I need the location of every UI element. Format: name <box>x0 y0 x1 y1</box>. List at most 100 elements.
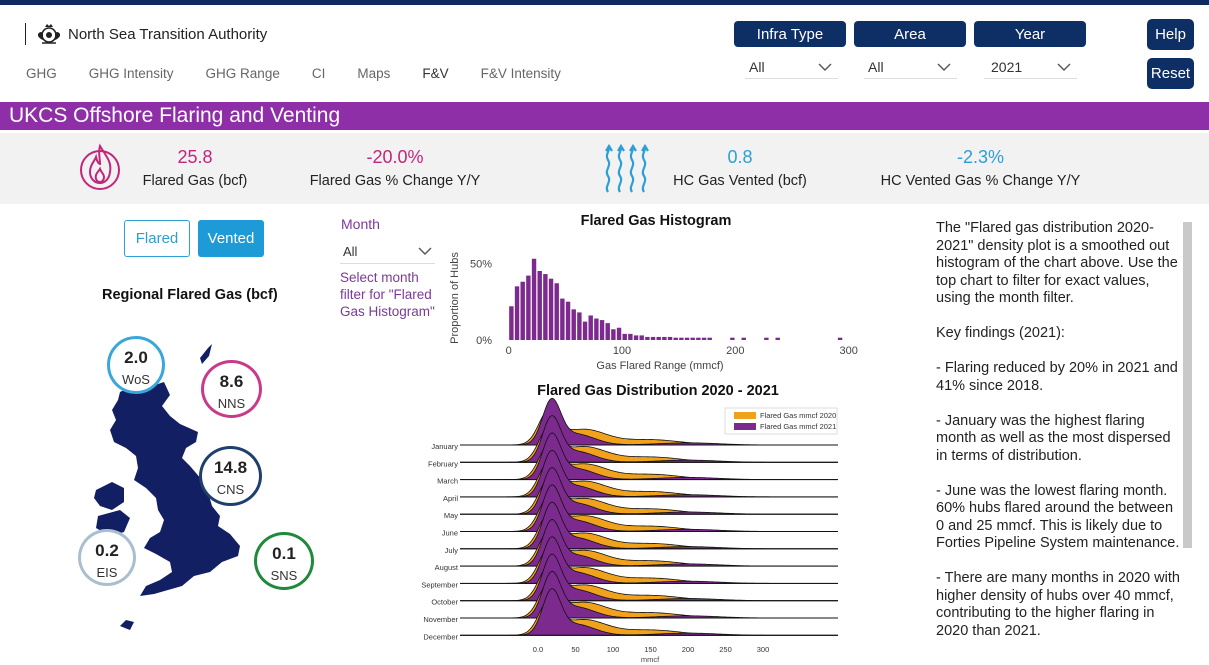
histogram-bar[interactable] <box>662 336 667 340</box>
ridge-x-tick: 200 <box>682 645 695 654</box>
histogram-bar[interactable] <box>775 337 780 340</box>
ridge-month-label: July <box>445 546 459 555</box>
area-filter-label[interactable]: Area <box>854 21 966 47</box>
histogram-bar[interactable] <box>701 337 707 340</box>
ridge-x-tick: 0.0 <box>533 645 543 654</box>
histogram-bar[interactable] <box>679 337 684 340</box>
histogram-bar[interactable] <box>520 281 525 340</box>
histogram-bar[interactable] <box>577 312 582 340</box>
histogram-bar[interactable] <box>605 323 610 340</box>
reset-button[interactable]: Reset <box>1147 58 1194 89</box>
kpi-value: 25.8 <box>177 147 213 167</box>
histogram-bar[interactable] <box>509 306 514 340</box>
histogram-bar[interactable] <box>588 315 593 340</box>
vented-toggle-button[interactable]: Vented <box>198 220 264 257</box>
chevron-down-icon <box>1057 63 1071 71</box>
chevron-down-icon <box>418 247 432 255</box>
histogram-bar[interactable] <box>616 327 622 340</box>
histogram-bar[interactable] <box>656 336 661 340</box>
histogram-bar[interactable] <box>537 271 542 340</box>
histogram-bar[interactable] <box>554 283 559 340</box>
histogram-bar[interactable] <box>543 274 548 340</box>
histogram-axes: 0 100 200 300 0% 50% <box>470 258 858 357</box>
histogram-bar[interactable] <box>730 337 735 340</box>
notes-paragraph: - June was the lowest flaring month. 60%… <box>936 482 1180 552</box>
histogram-bar[interactable] <box>741 337 746 340</box>
notes-paragraph: - There are many months in 2020 with hig… <box>936 570 1180 639</box>
year-filter-label[interactable]: Year <box>974 21 1086 47</box>
ridge-x-tick: 300 <box>757 645 770 654</box>
histogram-bar[interactable] <box>565 301 571 340</box>
histogram-bar[interactable] <box>622 333 627 340</box>
histogram-bar[interactable] <box>639 335 644 340</box>
histogram-bar[interactable] <box>582 321 588 340</box>
brand: North Sea Transition Authority <box>25 22 267 46</box>
kpi-flared-change: -20.0% Flared Gas % Change Y/Y <box>295 147 495 189</box>
infra-type-select[interactable]: All <box>745 55 838 79</box>
ridge-month-label: January <box>431 442 458 451</box>
notes-panel[interactable]: The "Flared gas distribution 2020-2021" … <box>930 220 1192 665</box>
region-bubble-nns[interactable]: 8.6 NNS <box>201 360 262 418</box>
distribution-rows: January February March April May June July Augu… <box>421 397 838 641</box>
histogram-bar[interactable] <box>531 258 537 340</box>
histogram-bar[interactable] <box>667 336 673 340</box>
region-bubble-cns[interactable]: 14.8 CNS <box>199 446 262 506</box>
infra-type-value: All <box>749 58 765 75</box>
histogram-bar[interactable] <box>633 335 639 340</box>
histogram-bar[interactable] <box>707 337 712 340</box>
histogram-bar[interactable] <box>650 336 656 340</box>
legend-label-2021: Flared Gas mmcf 2021 <box>760 422 836 431</box>
histogram-bar[interactable] <box>548 278 554 340</box>
histogram-bar[interactable] <box>628 333 633 340</box>
year-value: 2021 <box>991 58 1023 75</box>
histogram-bar[interactable] <box>690 337 695 340</box>
histogram-bar[interactable] <box>514 286 520 340</box>
help-button[interactable]: Help <box>1147 19 1194 50</box>
region-bubble-sns[interactable]: 0.1 SNS <box>254 532 314 590</box>
distribution-xlabel: mmcf <box>641 655 660 664</box>
region-bubble-wos[interactable]: 2.0 WoS <box>107 336 165 394</box>
nav-tab-1[interactable]: GHG Intensity <box>88 66 174 81</box>
nav-tabs: GHG GHG Intensity GHG Range CI Maps F&V F&V In… <box>26 66 593 81</box>
nav-tab-5[interactable]: F&V <box>422 66 449 81</box>
histogram-bar[interactable] <box>560 298 565 340</box>
histogram-bar[interactable] <box>837 337 843 340</box>
histogram-bar[interactable] <box>594 318 599 340</box>
histogram-bar[interactable] <box>571 309 576 340</box>
nav-tab-4[interactable]: Maps <box>357 66 391 81</box>
nav-tab-6[interactable]: F&V Intensity <box>480 66 561 81</box>
nav-tab-0[interactable]: GHG <box>26 66 57 81</box>
kpi-value: 0.8 <box>727 147 753 167</box>
area-select[interactable]: All <box>864 55 957 79</box>
ridge-x-tick: 150 <box>644 645 657 654</box>
notes-scrollbar[interactable] <box>1183 222 1192 548</box>
histogram-bar[interactable] <box>611 329 616 340</box>
regional-title: Regional Flared Gas (bcf) <box>102 287 278 303</box>
nav-tab-2[interactable]: GHG Range <box>205 66 280 81</box>
kpi-strip: 25.8 Flared Gas (bcf) -20.0% Flared Gas … <box>0 133 1209 204</box>
region-bubble-eis[interactable]: 0.2 EIS <box>78 529 136 586</box>
infra-type-filter-label[interactable]: Infra Type <box>734 21 846 47</box>
histogram-bar[interactable] <box>645 336 650 340</box>
histogram-bar[interactable] <box>684 337 690 340</box>
histogram-bar[interactable] <box>673 337 678 340</box>
kpi-label: Flared Gas (bcf) <box>142 173 248 189</box>
nav-tab-3[interactable]: CI <box>311 66 326 81</box>
legend-swatch-2021 <box>734 423 756 430</box>
ridge-month-label: August <box>435 563 459 572</box>
kpi-value: -2.3% <box>956 147 1005 167</box>
histogram-bar[interactable] <box>696 337 701 340</box>
histogram-bar[interactable] <box>599 320 605 340</box>
histogram-bar[interactable] <box>764 337 769 340</box>
kpi-label: Flared Gas % Change Y/Y <box>309 173 481 189</box>
flared-gas-distribution-chart: Flared Gas Distribution 2020 - 2021 Janu… <box>421 383 838 664</box>
uk-map <box>94 344 240 630</box>
month-select[interactable]: All <box>340 239 435 264</box>
year-select[interactable]: 2021 <box>984 55 1077 79</box>
notes-paragraph: Key findings (2021): <box>936 325 1065 341</box>
month-filter-note: Select month filter for "Flared Gas Hist… <box>340 270 435 319</box>
flared-toggle-button[interactable]: Flared <box>124 220 190 257</box>
histogram-bar[interactable] <box>526 275 531 340</box>
ridge-month-label: February <box>428 459 458 468</box>
